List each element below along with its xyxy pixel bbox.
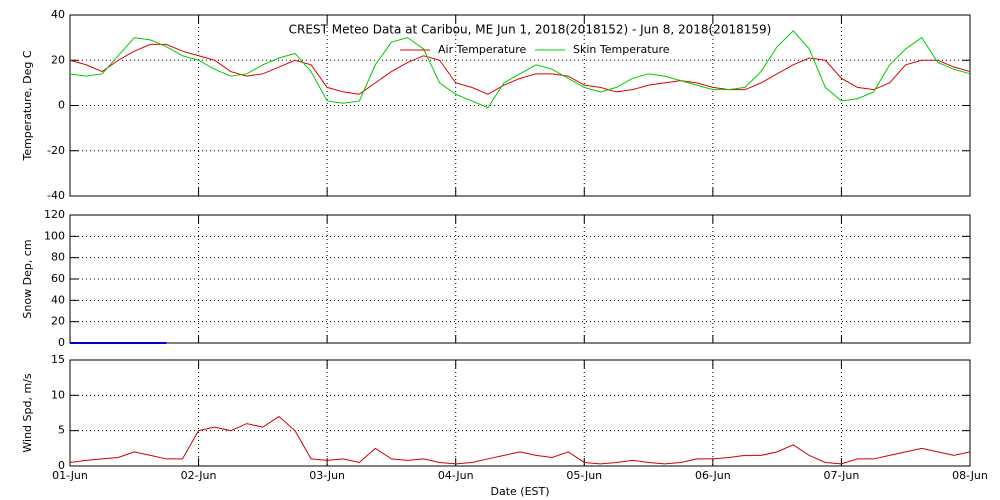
y-tick-label: 120: [44, 208, 65, 221]
x-tick-label: 08-Jun: [952, 469, 988, 482]
y-tick-label: 20: [51, 53, 65, 66]
y-tick-label: 0: [58, 459, 65, 472]
plot-frame: [69, 14, 971, 197]
plot-frame: [69, 359, 971, 467]
y-tick-label: 40: [51, 8, 65, 21]
x-tick-label: 07-Jun: [824, 469, 860, 482]
y-tick-label: 20: [51, 315, 65, 328]
y-axis-label: Temperature, Deg C: [21, 50, 34, 161]
y-tick-label: -20: [47, 144, 65, 157]
x-tick-label: 02-Jun: [181, 469, 217, 482]
y-tick-label: 100: [44, 229, 65, 242]
y-axis-label: Wind Spd, m/s: [21, 373, 34, 453]
y-tick-label: 15: [51, 353, 65, 366]
chart-title: CREST Meteo Data at Caribou, ME Jun 1, 2…: [289, 23, 772, 37]
x-tick-label: 06-Jun: [695, 469, 731, 482]
y-tick-label: 5: [58, 424, 65, 437]
plot-frame: [69, 214, 971, 344]
y-tick-label: -40: [47, 189, 65, 202]
x-axis-label: Date (EST): [490, 485, 549, 498]
y-tick-label: 10: [51, 388, 65, 401]
legend-label: Skin Temperature: [573, 43, 670, 56]
x-tick-label: 01-Jun: [52, 469, 88, 482]
y-tick-label: 80: [51, 251, 65, 264]
x-tick-label: 04-Jun: [438, 469, 474, 482]
y-axis-label: Snow Dep, cm: [21, 239, 34, 318]
data-line: [69, 415, 971, 465]
data-line: [69, 30, 971, 109]
legend-label: Air Temperature: [438, 43, 527, 56]
y-tick-label: 0: [58, 99, 65, 112]
x-tick-label: 03-Jun: [309, 469, 345, 482]
x-tick-label: 05-Jun: [566, 469, 602, 482]
y-tick-label: 40: [51, 293, 65, 306]
data-line: [69, 43, 971, 95]
y-tick-label: 60: [51, 272, 65, 285]
y-tick-label: 0: [58, 336, 65, 349]
